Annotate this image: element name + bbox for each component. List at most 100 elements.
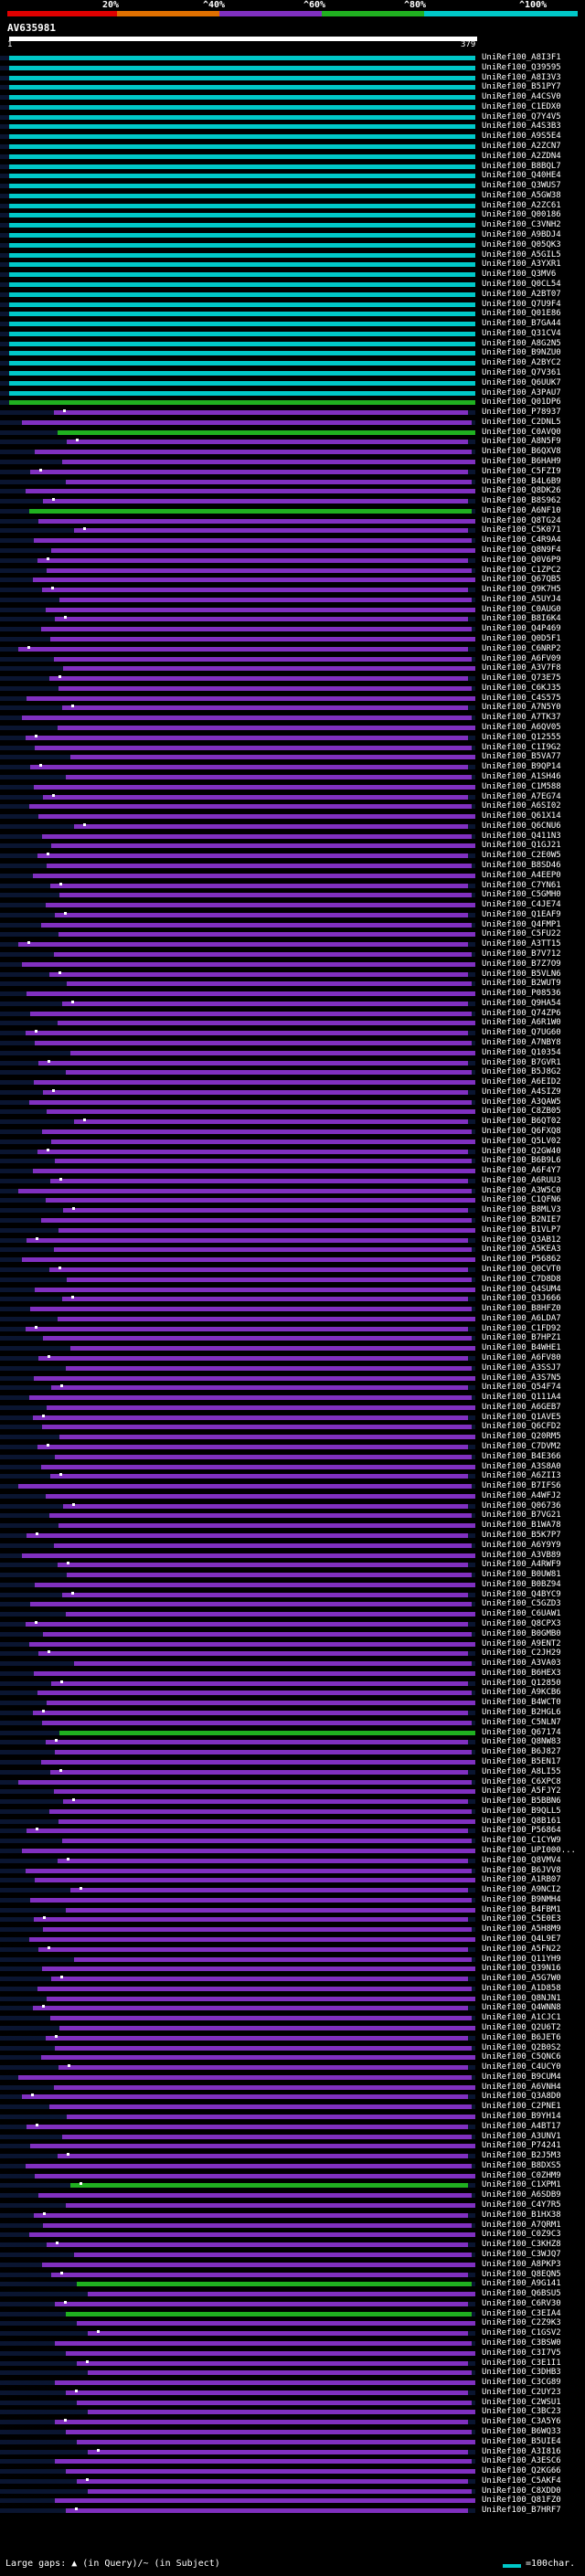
hit-label[interactable]: UniRef100_Q6BSU5 xyxy=(482,2289,561,2299)
hit-label[interactable]: UniRef100_Q01E86 xyxy=(482,309,561,319)
hit-label[interactable]: UniRef100_B6JET6 xyxy=(482,2032,561,2042)
alignment-row[interactable]: UniRef100_Q0V6P9 xyxy=(0,556,585,566)
alignment-row[interactable]: UniRef100_Q54F74 xyxy=(0,1383,585,1393)
hit-label[interactable]: UniRef100_B5UIE4 xyxy=(482,2436,561,2446)
alignment-row[interactable]: UniRef100_C4Y7R5 xyxy=(0,2200,585,2210)
alignment-row[interactable]: UniRef100_B8MLV3 xyxy=(0,1205,585,1215)
alignment-row[interactable]: UniRef100_B6B9L6 xyxy=(0,1156,585,1166)
alignment-row[interactable]: UniRef100_Q3AB12 xyxy=(0,1235,585,1246)
alignment-row[interactable]: UniRef100_B9CUM4 xyxy=(0,2072,585,2083)
hit-label[interactable]: UniRef100_C3BC23 xyxy=(482,2407,561,2417)
hit-label[interactable]: UniRef100_C2Z9K3 xyxy=(482,2318,561,2328)
hit-label[interactable]: UniRef100_Q4L9E7 xyxy=(482,1934,561,1944)
hit-label[interactable]: UniRef100_B7Z7O9 xyxy=(482,959,561,969)
alignment-row[interactable]: UniRef100_A6FV80 xyxy=(0,1353,585,1363)
hit-label[interactable]: UniRef100_B7GA44 xyxy=(482,319,561,329)
alignment-row[interactable]: UniRef100_Q06736 xyxy=(0,1501,585,1511)
hit-label[interactable]: UniRef100_A1CJC1 xyxy=(482,2013,561,2023)
alignment-row[interactable]: UniRef100_A9S5E4 xyxy=(0,132,585,142)
alignment-row[interactable]: UniRef100_C8ZB05 xyxy=(0,1107,585,1117)
hit-label[interactable]: UniRef100_Q0CVT0 xyxy=(482,1264,561,1274)
hit-label[interactable]: UniRef100_Q39N16 xyxy=(482,1964,561,1974)
alignment-row[interactable]: UniRef100_A6ZII3 xyxy=(0,1471,585,1481)
hit-label[interactable]: UniRef100_Q4WNN8 xyxy=(482,2003,561,2013)
alignment-row[interactable]: UniRef100_A8I3V3 xyxy=(0,73,585,83)
alignment-row[interactable]: UniRef100_B6JET6 xyxy=(0,2033,585,2043)
alignment-row[interactable]: UniRef100_C3CG89 xyxy=(0,2378,585,2388)
hit-label[interactable]: UniRef100_C4S575 xyxy=(482,693,561,703)
alignment-row[interactable]: UniRef100_A6EID2 xyxy=(0,1077,585,1087)
hit-label[interactable]: UniRef100_A4S3B3 xyxy=(482,122,561,132)
alignment-row[interactable]: UniRef100_Q2B0S2 xyxy=(0,2043,585,2053)
alignment-row[interactable]: UniRef100_A6RUU3 xyxy=(0,1176,585,1186)
hit-label[interactable]: UniRef100_A3UNV1 xyxy=(482,2131,561,2141)
hit-label[interactable]: UniRef100_B5VLN6 xyxy=(482,969,561,979)
alignment-row[interactable]: UniRef100_Q6CNU6 xyxy=(0,822,585,832)
hit-label[interactable]: UniRef100_B5BBN6 xyxy=(482,1797,561,1807)
hit-label[interactable]: UniRef100_Q111A4 xyxy=(482,1393,561,1403)
hit-label[interactable]: UniRef100_B2HGL6 xyxy=(482,1708,561,1718)
alignment-row[interactable]: UniRef100_C5AKF4 xyxy=(0,2476,585,2486)
hit-label[interactable]: UniRef100_C6UAW1 xyxy=(482,1609,561,1619)
hit-label[interactable]: UniRef100_C3VNH2 xyxy=(482,220,561,230)
alignment-row[interactable]: UniRef100_Q12555 xyxy=(0,733,585,743)
hit-label[interactable]: UniRef100_C3CG89 xyxy=(482,2378,561,2388)
hit-label[interactable]: UniRef100_C1GSV2 xyxy=(482,2328,561,2338)
hit-label[interactable]: UniRef100_A3VB89 xyxy=(482,1550,561,1560)
alignment-row[interactable]: UniRef100_A9KCB6 xyxy=(0,1688,585,1698)
alignment-row[interactable]: UniRef100_C3I7V5 xyxy=(0,2348,585,2359)
alignment-row[interactable]: UniRef100_B7VG21 xyxy=(0,1511,585,1521)
alignment-row[interactable]: UniRef100_B4E366 xyxy=(0,1452,585,1462)
alignment-row[interactable]: UniRef100_C3KHZ8 xyxy=(0,2240,585,2250)
hit-label[interactable]: UniRef100_A8PKP3 xyxy=(482,2259,561,2269)
alignment-row[interactable]: UniRef100_A2ZCN7 xyxy=(0,142,585,152)
alignment-row[interactable]: UniRef100_B9NZU0 xyxy=(0,348,585,358)
alignment-row[interactable]: UniRef100_Q4L9E7 xyxy=(0,1935,585,1945)
alignment-row[interactable]: UniRef100_C6KJ35 xyxy=(0,684,585,694)
alignment-row[interactable]: UniRef100_C3A5Y6 xyxy=(0,2417,585,2427)
hit-label[interactable]: UniRef100_C3A5Y6 xyxy=(482,2417,561,2427)
hit-label[interactable]: UniRef100_P56862 xyxy=(482,1255,561,1265)
hit-label[interactable]: UniRef100_Q8VMV4 xyxy=(482,1855,561,1865)
hit-label[interactable]: UniRef100_A3PAU7 xyxy=(482,387,561,398)
hit-label[interactable]: UniRef100_Q7Y4V5 xyxy=(482,111,561,122)
alignment-row[interactable]: UniRef100_Q74ZP6 xyxy=(0,1009,585,1019)
hit-label[interactable]: UniRef100_A5H8M9 xyxy=(482,1924,561,1935)
alignment-row[interactable]: UniRef100_B5BBN6 xyxy=(0,1797,585,1807)
alignment-row[interactable]: UniRef100_Q0CL54 xyxy=(0,280,585,290)
hit-label[interactable]: UniRef100_B7V712 xyxy=(482,949,561,959)
alignment-row[interactable]: UniRef100_A5H8M9 xyxy=(0,1924,585,1935)
hit-label[interactable]: UniRef100_A5G7W0 xyxy=(482,1974,561,1984)
alignment-row[interactable]: UniRef100_A6SI02 xyxy=(0,801,585,811)
alignment-row[interactable]: UniRef100_Q6CFD2 xyxy=(0,1422,585,1432)
hit-label[interactable]: UniRef100_Q3WUS7 xyxy=(482,181,561,191)
hit-label[interactable]: UniRef100_Q2U6T2 xyxy=(482,2023,561,2032)
hit-label[interactable]: UniRef100_C5FU22 xyxy=(482,929,561,939)
hit-label[interactable]: UniRef100_C4R9A4 xyxy=(482,535,561,546)
alignment-row[interactable]: UniRef100_C3BC23 xyxy=(0,2407,585,2417)
alignment-row[interactable]: UniRef100_A3YXR1 xyxy=(0,260,585,270)
hit-label[interactable]: UniRef100_B6J827 xyxy=(482,1747,561,1757)
hit-label[interactable]: UniRef100_C6NRP2 xyxy=(482,643,561,653)
hit-label[interactable]: UniRef100_A6F4Y7 xyxy=(482,1166,561,1176)
alignment-row[interactable]: UniRef100_B1HX38 xyxy=(0,2210,585,2221)
hit-label[interactable]: UniRef100_A8LI55 xyxy=(482,1766,561,1776)
alignment-row[interactable]: UniRef100_A4SIZ9 xyxy=(0,1087,585,1097)
alignment-row[interactable]: UniRef100_A6FV09 xyxy=(0,654,585,664)
alignment-row[interactable]: UniRef100_B4L6B9 xyxy=(0,477,585,487)
alignment-row[interactable]: UniRef100_Q8N9F4 xyxy=(0,546,585,556)
alignment-row[interactable]: UniRef100_Q31CV4 xyxy=(0,329,585,339)
hit-label[interactable]: UniRef100_C1CYW9 xyxy=(482,1836,561,1846)
hit-label[interactable]: UniRef100_A4CSV0 xyxy=(482,92,561,102)
hit-label[interactable]: UniRef100_C1FD92 xyxy=(482,1323,561,1333)
hit-label[interactable]: UniRef100_Q12850 xyxy=(482,1678,561,1688)
hit-label[interactable]: UniRef100_Q2KG66 xyxy=(482,2466,561,2476)
alignment-row[interactable]: UniRef100_A5UYJ4 xyxy=(0,595,585,605)
hit-label[interactable]: UniRef100_C2JH29 xyxy=(482,1648,561,1659)
alignment-row[interactable]: UniRef100_Q9HA54 xyxy=(0,999,585,1009)
alignment-row[interactable]: UniRef100_C7D8D8 xyxy=(0,1275,585,1285)
alignment-row[interactable]: UniRef100_A3W5C0 xyxy=(0,1186,585,1196)
alignment-row[interactable]: UniRef100_C2PNE1 xyxy=(0,2102,585,2112)
hit-label[interactable]: UniRef100_Q6UUK7 xyxy=(482,377,561,387)
hit-label[interactable]: UniRef100_A3TT15 xyxy=(482,939,561,949)
